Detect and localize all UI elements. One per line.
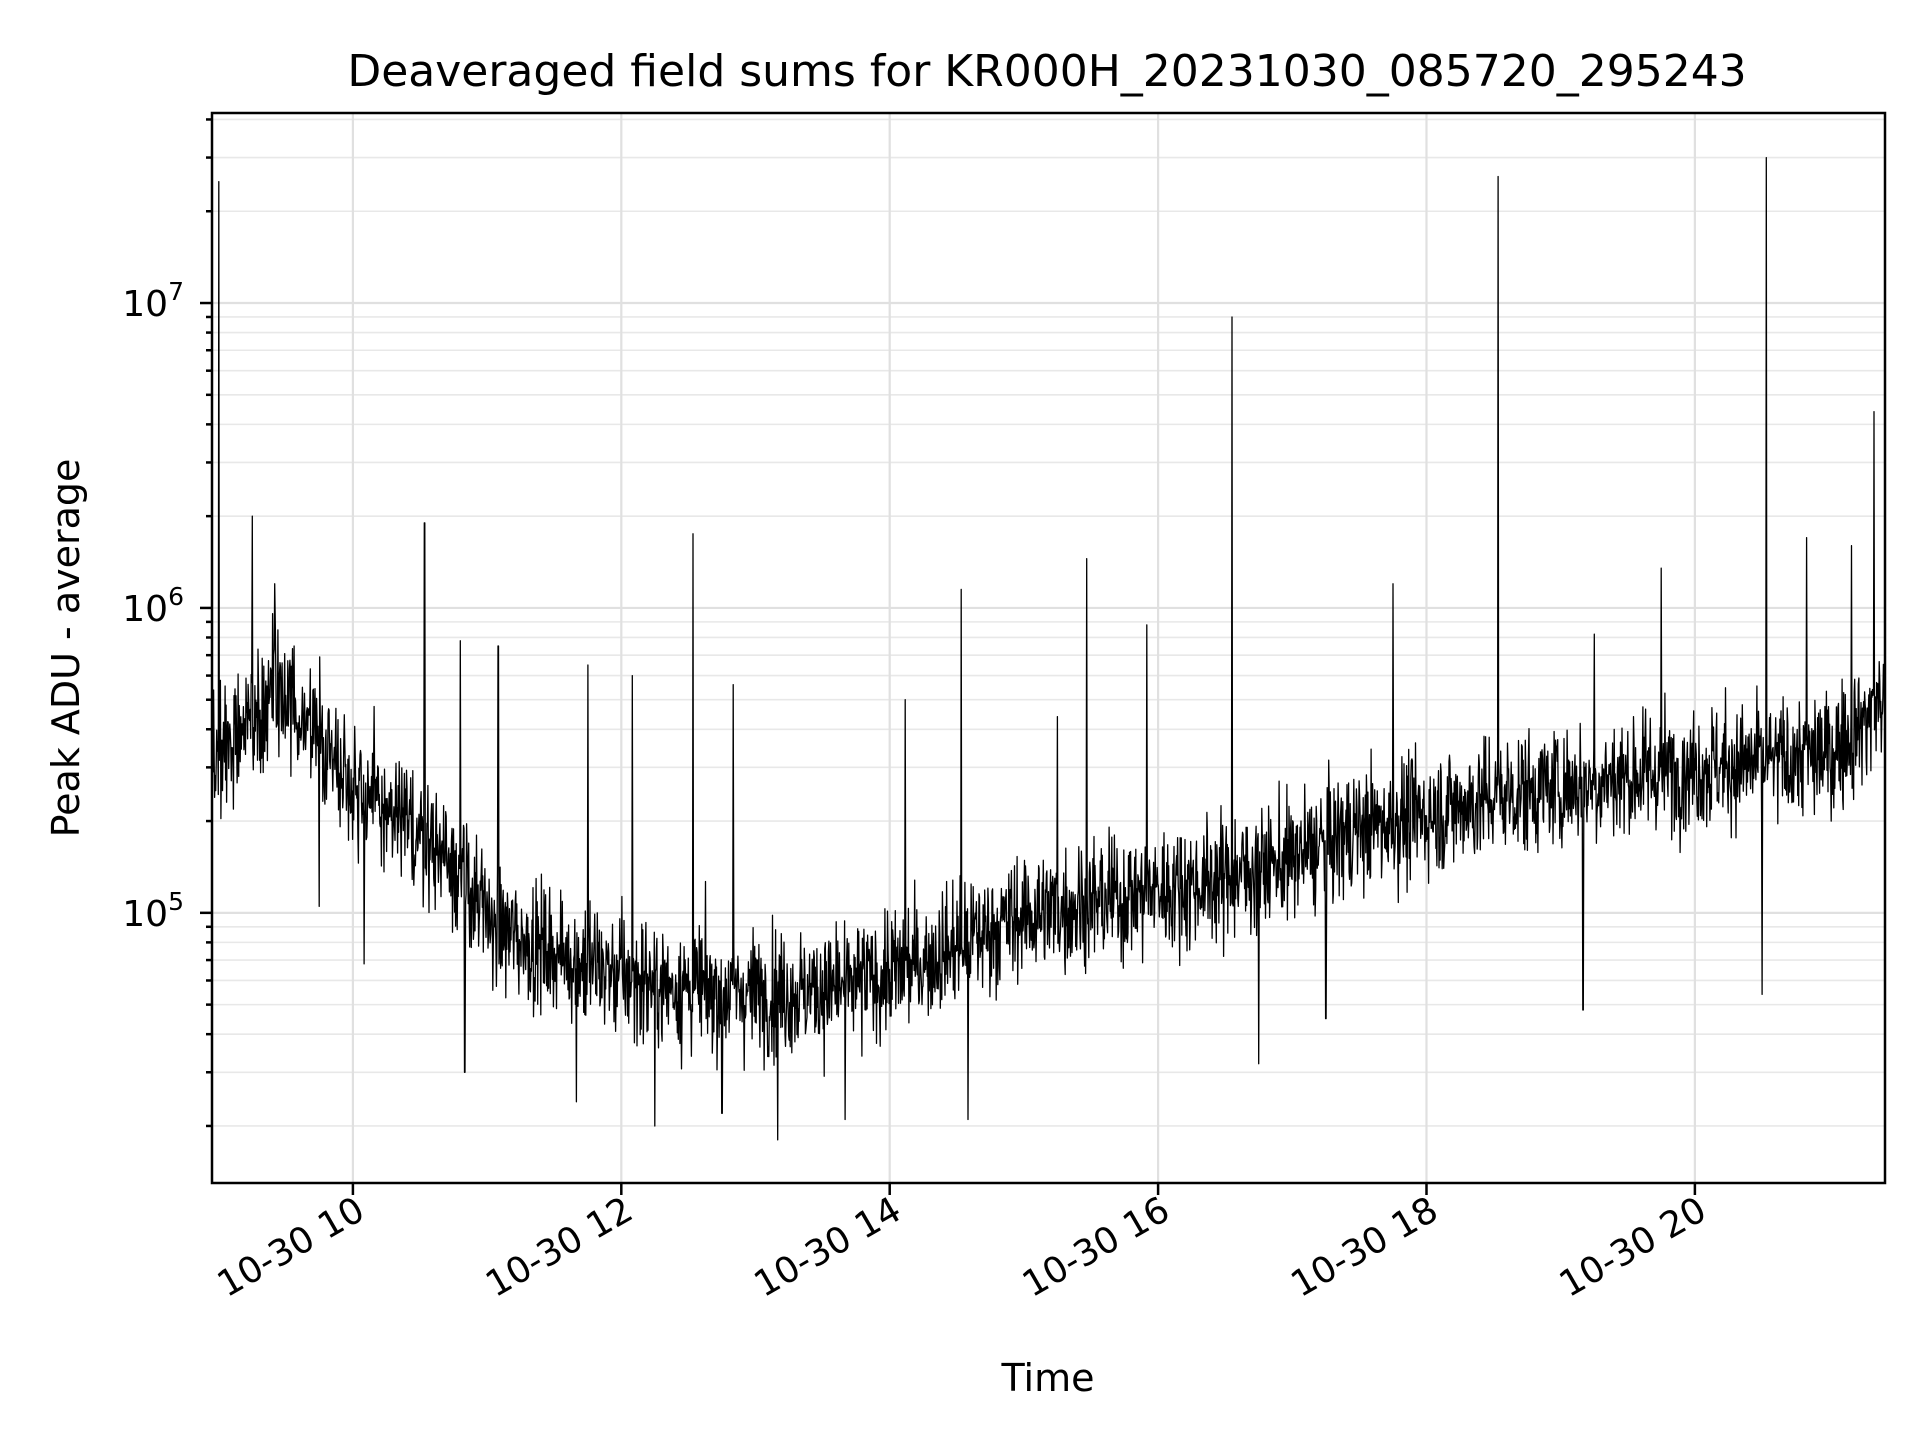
y-tick-label: 107 bbox=[122, 277, 184, 325]
x-tick-label: 10-30 20 bbox=[1553, 1189, 1714, 1305]
y-axis: 105 106 107 bbox=[122, 118, 212, 1128]
x-tick-label: 10-30 10 bbox=[211, 1189, 372, 1305]
chart-title: Deaveraged field sums for KR000H_2023103… bbox=[347, 46, 1746, 97]
x-tick-label: 10-30 18 bbox=[1284, 1189, 1445, 1305]
series-line bbox=[211, 156, 1886, 1141]
plot-area bbox=[210, 111, 1887, 1185]
grid bbox=[212, 113, 1885, 1183]
x-tick-label: 10-30 16 bbox=[1016, 1189, 1177, 1305]
plot-frame bbox=[210, 111, 1887, 1185]
series-group bbox=[211, 156, 1886, 1141]
x-tick-label: 10-30 14 bbox=[748, 1189, 909, 1305]
x-axis: 10-30 10 10-30 12 10-30 14 10-30 16 10-30 18… bbox=[211, 1183, 1714, 1306]
y-tick-label: 106 bbox=[122, 582, 184, 630]
y-axis-label: Peak ADU - average bbox=[44, 459, 88, 838]
x-axis-label: Time bbox=[1001, 1356, 1095, 1400]
y-tick-label: 105 bbox=[122, 887, 184, 935]
x-tick-label: 10-30 12 bbox=[479, 1189, 640, 1305]
